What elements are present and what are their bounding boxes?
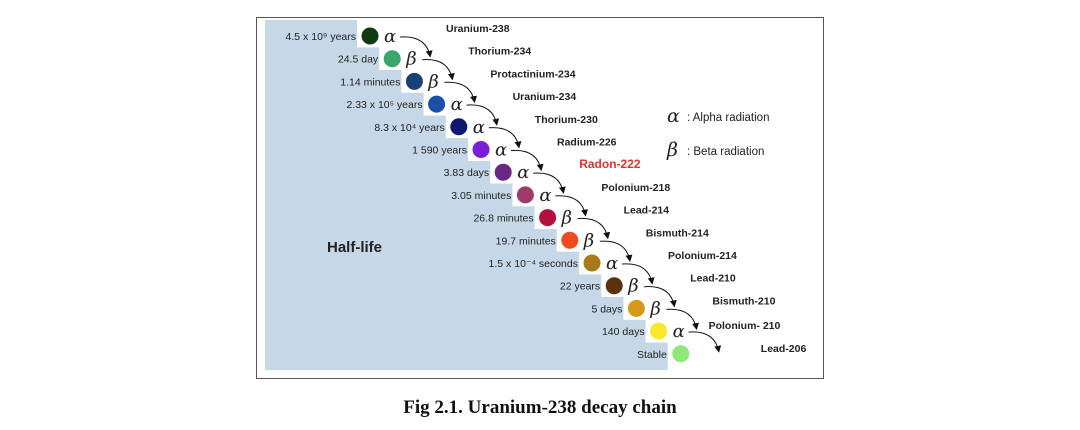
nuclide-name: Protactinium-234 [490,68,575,80]
nuclide-circle [382,49,402,69]
nuclide-name: Bismuth-214 [646,227,709,239]
diagram-frame: 4.5 x 10⁹ years α Uranium-238 24.5 day β Thor… [256,17,824,379]
nuclide-circle [493,162,513,182]
half-life-value: 140 days [602,326,645,338]
nuclide-circle [560,230,580,250]
nuclide-circle [449,117,469,137]
nuclide-name: Polonium- 210 [709,320,781,332]
alpha-symbol: α [473,117,485,138]
half-life-value: 3.05 minutes [451,190,511,202]
nuclide-circle [649,321,669,341]
half-life-value: 24.5 day [338,54,379,66]
decay-arrow [621,263,655,285]
nuclide-name: Radon-222 [579,157,641,171]
nuclide-name: Radium-226 [557,137,617,149]
alpha-symbol: α [384,26,396,47]
beta-symbol: β [427,71,438,92]
nuclide-name: Thorium-234 [468,46,531,58]
half-life-value: 8.3 x 10⁴ years [374,122,444,134]
nuclide-name: Uranium-238 [446,23,510,35]
decay-arrow [422,59,455,81]
half-life-value: 22 years [560,281,600,293]
alpha-symbol: α [495,140,507,161]
alpha-symbol: α [673,321,685,342]
legend-beta-symbol: β [666,139,678,161]
nuclide-circle [626,298,646,318]
beta-symbol: β [405,49,416,70]
beta-symbol: β [627,276,638,297]
half-life-region [265,20,668,370]
half-life-value: 2.33 x 10⁵ years [346,99,422,111]
decay-arrow [577,217,611,240]
beta-symbol: β [583,230,594,251]
half-life-value: 19.7 minutes [496,235,556,247]
nuclide-circle [538,208,558,228]
nuclide-name: Bismuth-210 [712,295,775,307]
nuclide-circle [471,140,491,159]
nuclide-name: Lead-210 [690,273,736,285]
half-life-value: Stable [637,349,667,361]
decay-arrow [488,127,522,149]
half-life-value: 1.5 x 10⁻⁴ seconds [489,258,578,270]
nuclide-circle [671,344,691,364]
decay-arrow [688,331,722,353]
alpha-symbol: α [539,185,551,206]
nuclide-circle [360,26,380,46]
decay-arrow [510,149,544,172]
nuclide-circle [515,185,535,205]
figure-caption: Fig 2.1. Uranium-238 decay chain [403,397,677,418]
beta-symbol: β [561,208,572,229]
decay-arrow [444,81,477,104]
half-life-value: 5 days [591,303,622,315]
decay-arrow [533,172,566,194]
half-life-label: Half-life [327,239,383,256]
legend-text: : Beta radiation [687,146,764,158]
half-life-value: 3.83 days [444,167,490,179]
nuclide-name: Polonium-214 [668,250,737,262]
decay-arrow [644,286,677,308]
decay-arrow [666,308,699,331]
half-life-value: 1 590 years [412,145,467,157]
nuclide-circle [404,71,424,91]
decay-arrow [555,195,588,217]
nuclide-name: Polonium-218 [601,182,670,194]
alpha-symbol: α [451,94,463,115]
nuclide-circle [582,253,602,273]
alpha-symbol: α [517,162,529,183]
half-life-value: 1.14 minutes [340,76,400,88]
nuclide-circle [604,276,624,296]
nuclide-circle [427,94,447,114]
nuclide-name: Uranium-234 [513,91,577,103]
nuclide-name: Lead-214 [624,205,670,217]
nuclide-name: Lead-206 [761,343,807,355]
alpha-symbol: α [606,253,618,274]
legend-alpha-symbol: α [667,105,680,127]
half-life-value: 26.8 minutes [473,213,533,225]
legend-text: : Alpha radiation [687,112,769,124]
decay-arrow [599,240,633,262]
nuclide-name: Thorium-230 [535,114,598,126]
decay-arrow [399,36,433,58]
beta-symbol: β [649,298,660,319]
half-life-value: 4.5 x 10⁹ years [286,31,356,43]
decay-chain-diagram: 4.5 x 10⁹ years α Uranium-238 24.5 day β Thor… [265,20,807,370]
decay-arrow [466,104,500,126]
